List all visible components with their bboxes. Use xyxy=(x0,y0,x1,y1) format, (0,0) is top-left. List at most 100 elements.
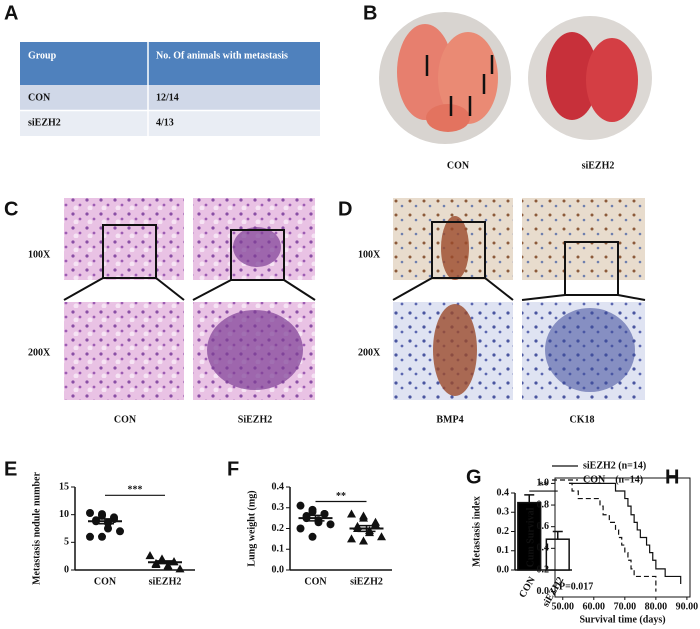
plot-frame xyxy=(554,477,691,598)
data-point xyxy=(308,532,317,541)
x-axis-title: Survival time (days) xyxy=(579,614,665,625)
nodule xyxy=(233,227,281,267)
lung xyxy=(586,38,638,122)
image-label: CK18 xyxy=(570,414,595,425)
y-axis-title: Metastasis index xyxy=(471,496,482,567)
image-label: SiEZH2 xyxy=(238,414,272,425)
y-tick-label: 0.2 xyxy=(537,564,550,575)
error-bar xyxy=(156,560,174,565)
y-tick-label: 0.2 xyxy=(272,523,285,534)
bar xyxy=(545,538,570,571)
stain xyxy=(545,308,635,392)
annotation: P=0.017 xyxy=(559,581,593,592)
panel-label: D xyxy=(338,198,352,220)
panel-label: F xyxy=(227,458,239,480)
x-tick-label: siEZH2 xyxy=(149,576,182,587)
photo-label: CON xyxy=(447,160,470,171)
x-tick-label: 80.00 xyxy=(645,601,668,612)
y-axis-title: Cum Survival xyxy=(525,507,536,567)
data-point xyxy=(86,532,94,541)
x-tick-label: 70.00 xyxy=(614,601,637,612)
data-point xyxy=(86,509,94,518)
table-header: Group xyxy=(28,50,57,61)
y-tick-label: 0 xyxy=(64,564,69,575)
row-label: 100X xyxy=(358,249,381,260)
x-tick-label: CON xyxy=(94,576,117,587)
data-point xyxy=(347,534,356,543)
data-point xyxy=(116,527,124,536)
image-label: CON xyxy=(114,414,137,425)
photo-label: siEZH2 xyxy=(582,160,615,171)
survival-curve xyxy=(568,482,682,585)
data-point xyxy=(326,520,335,529)
y-tick-label: 0.0 xyxy=(497,564,510,575)
y-tick-label: 0.2 xyxy=(497,526,510,537)
y-tick-label: 0.4 xyxy=(537,543,550,554)
zoom-boxes xyxy=(392,221,646,301)
error-bar xyxy=(96,518,114,525)
lung xyxy=(397,24,453,120)
x-tick-label: CON xyxy=(517,574,538,599)
table-cell: 4/13 xyxy=(156,117,174,128)
y-tick-label: 15 xyxy=(59,481,69,492)
data-point xyxy=(296,501,305,510)
micrograph xyxy=(522,198,645,280)
y-axis-title: Metastasis nodule number xyxy=(31,472,42,585)
y-tick-label: 0.0 xyxy=(537,586,550,597)
x-tick-label: siEZH2 xyxy=(350,576,383,587)
data-point xyxy=(175,564,185,573)
data-point xyxy=(104,524,112,533)
y-tick-label: 0.3 xyxy=(272,502,285,513)
lung xyxy=(426,104,470,132)
data-point xyxy=(98,511,106,520)
data-point xyxy=(308,507,317,516)
y-tick-label: 0.8 xyxy=(537,499,550,510)
x-tick-label: 60.00 xyxy=(583,601,606,612)
row-label: 200X xyxy=(358,347,381,358)
data-point xyxy=(163,562,173,571)
data-point xyxy=(377,532,386,541)
table-header-bg xyxy=(20,42,320,85)
table-cell: siEZH2 xyxy=(28,117,61,128)
bar xyxy=(517,501,542,571)
data-point xyxy=(359,513,368,522)
data-point xyxy=(145,551,155,560)
table-row-bg xyxy=(20,85,320,110)
significance-label: *** xyxy=(128,485,143,496)
row-label: 100X xyxy=(28,249,51,260)
y-tick-label: 0.1 xyxy=(272,544,285,555)
y-axis-title: Lung weight (mg) xyxy=(246,490,257,566)
error-bar xyxy=(306,514,325,522)
y-tick-label: 0.0 xyxy=(272,564,285,575)
y-tick-label: 0.1 xyxy=(497,545,510,556)
panel-label: H xyxy=(665,466,679,488)
data-point xyxy=(320,509,329,518)
x-tick-label: 50.00 xyxy=(552,601,575,612)
data-point xyxy=(359,536,368,545)
image-label: BMP4 xyxy=(436,414,463,425)
x-tick-label: 90.00 xyxy=(676,601,699,612)
table-cell: 12/14 xyxy=(156,92,179,103)
y-tick-label: 0.4 xyxy=(497,487,510,498)
micrograph xyxy=(64,302,184,400)
panel-label: B xyxy=(363,2,377,24)
significance-label: ** xyxy=(336,491,346,502)
panel-label: G xyxy=(466,466,482,488)
data-point xyxy=(296,524,305,533)
stain xyxy=(433,304,477,396)
arrows xyxy=(425,55,494,116)
stain xyxy=(441,216,469,280)
y-tick-label: 0.4 xyxy=(272,481,285,492)
survival-curve xyxy=(568,482,657,592)
panel-label: E xyxy=(4,458,17,480)
zoom-boxes xyxy=(63,224,316,301)
lung xyxy=(438,32,498,124)
legend-label: siEZH2 (n=14) xyxy=(583,460,646,471)
table-row-bg xyxy=(20,111,320,136)
y-tick-label: 1.0 xyxy=(537,478,550,489)
x-tick-label: CON xyxy=(304,576,327,587)
panel-label: C xyxy=(4,198,18,220)
significance-label: ** xyxy=(539,480,549,491)
